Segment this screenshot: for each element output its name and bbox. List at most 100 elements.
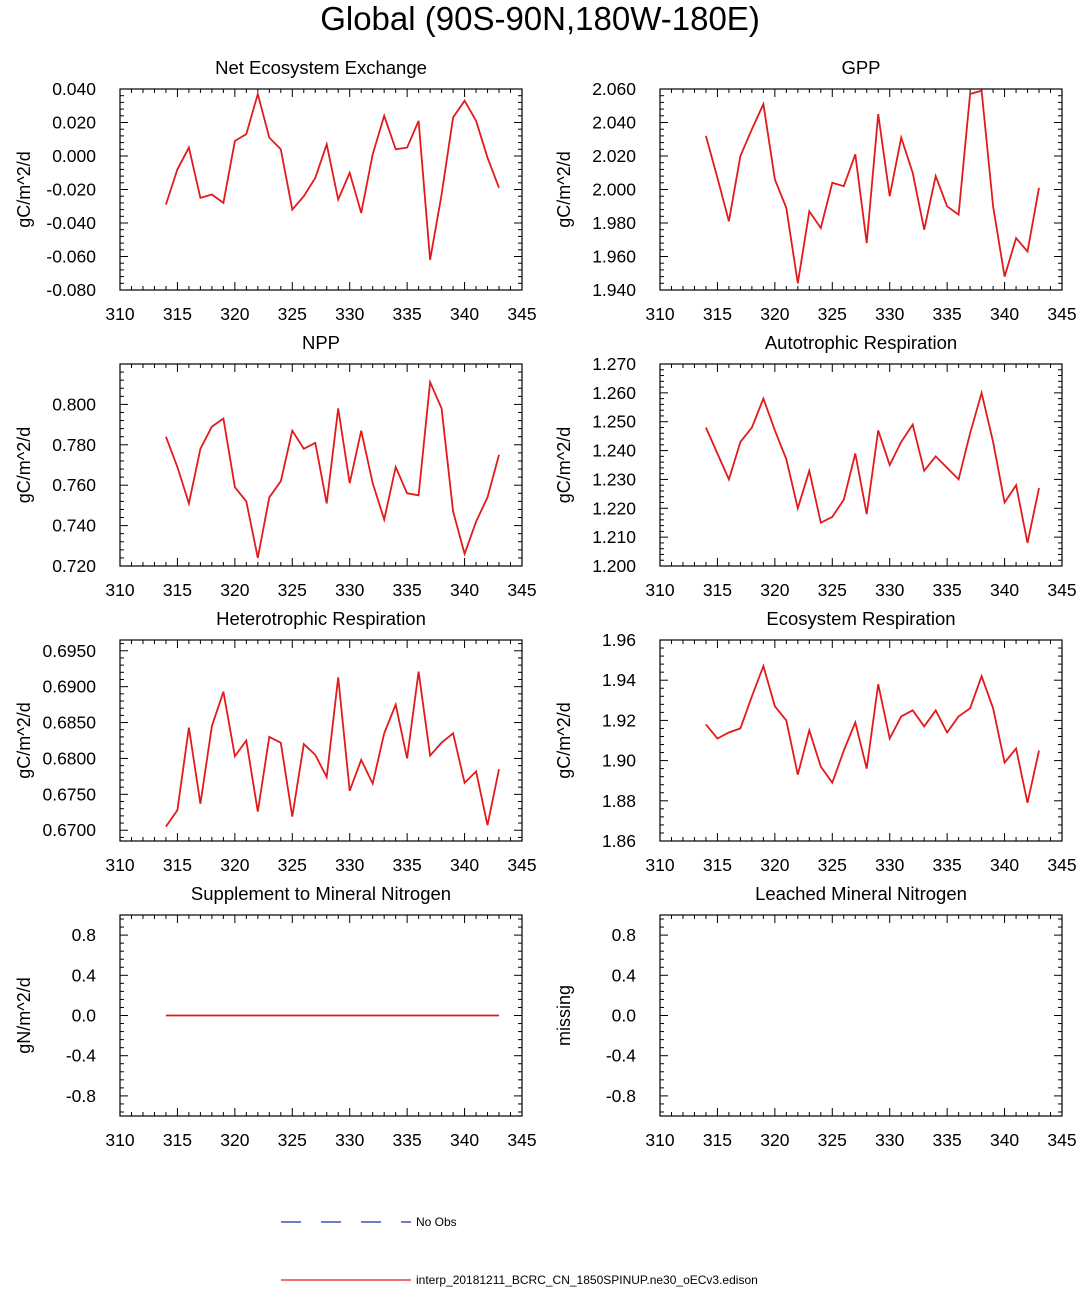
x-tick-label: 310 (645, 580, 674, 600)
x-tick-label: 340 (450, 855, 479, 875)
x-tick-label: 325 (818, 855, 847, 875)
series-line (705, 389, 1040, 544)
x-tick-label: 320 (760, 1130, 789, 1150)
x-tick-label: 345 (1047, 855, 1076, 875)
y-tick-label: 0.0 (72, 1006, 97, 1026)
x-tick-label: 315 (163, 855, 192, 875)
x-tick-label: 345 (1047, 304, 1076, 324)
y-tick-label: 0.4 (72, 965, 97, 985)
x-tick-label: 345 (1047, 1130, 1076, 1150)
x-tick-label: 310 (105, 304, 134, 324)
x-tick-label: 330 (335, 855, 364, 875)
panel-autotrophic-respiration: Autotrophic Respiration gC/m^2/d 310 315 320… (554, 332, 1077, 600)
y-tick-label: 0.8 (612, 925, 636, 945)
panel-title: Leached Mineral Nitrogen (755, 883, 967, 904)
y-tick-label: 0.740 (52, 516, 96, 536)
plot-frame (119, 88, 523, 291)
y-tick-label: 1.88 (602, 791, 636, 811)
y-tick-label: 0.720 (52, 556, 96, 576)
y-tick-label: 0.4 (612, 965, 637, 985)
y-axis-label: gC/m^2/d (554, 702, 574, 778)
y-tick-label: 0.6700 (42, 820, 96, 840)
plot-frame (119, 639, 523, 842)
x-tick-label: 315 (163, 580, 192, 600)
chart-grid: Net Ecosystem Exchange gC/m^2/d 310 315 320 3… (14, 57, 1077, 1150)
y-axis-label: gC/m^2/d (14, 151, 34, 227)
y-tick-label: -0.040 (46, 213, 96, 233)
legend-label-no-obs: No Obs (416, 1215, 457, 1229)
y-tick-label: -0.060 (46, 247, 96, 267)
y-tick-label: 1.230 (592, 469, 636, 489)
x-tick-label: 330 (335, 580, 364, 600)
series-line (705, 89, 1040, 284)
y-tick-label: 1.96 (602, 630, 636, 650)
x-tick-label: 335 (393, 304, 422, 324)
y-tick-label: 0.6950 (42, 641, 96, 661)
y-tick-label: 1.210 (592, 527, 636, 547)
plot-frame (659, 363, 1063, 567)
x-tick-label: 315 (703, 304, 732, 324)
y-tick-label: 0.6900 (42, 677, 96, 697)
x-tick-label: 345 (1047, 580, 1076, 600)
panel-npp: NPP gC/m^2/d 310 315 320 325 330 335 340 345 0.720… (14, 332, 537, 600)
panel-title: Heterotrophic Respiration (216, 608, 426, 629)
panel-title: Supplement to Mineral Nitrogen (191, 883, 451, 904)
y-tick-label: 1.200 (592, 556, 636, 576)
x-tick-label: 325 (818, 580, 847, 600)
y-tick-label: 0.6850 (42, 713, 96, 733)
x-tick-label: 325 (818, 304, 847, 324)
x-tick-label: 330 (875, 855, 904, 875)
plot-frame (659, 88, 1063, 291)
y-tick-label: 2.040 (592, 113, 636, 133)
y-tick-label: 1.270 (592, 354, 636, 374)
panel-title: NPP (302, 332, 340, 353)
legend: No Obs interp_20181211_BCRC_CN_1850SPINU… (281, 1215, 758, 1287)
y-axis-label: gC/m^2/d (14, 427, 34, 503)
y-axis-label: missing (554, 985, 574, 1046)
y-tick-label: -0.020 (46, 180, 96, 200)
y-tick-label: 0.020 (52, 113, 96, 133)
y-tick-label: 1.92 (602, 710, 636, 730)
y-tick-label: -0.4 (606, 1046, 636, 1066)
plot-frame (659, 914, 1063, 1117)
x-tick-label: 320 (760, 580, 789, 600)
x-tick-label: 315 (703, 580, 732, 600)
x-tick-label: 320 (220, 304, 249, 324)
panel-title: Ecosystem Respiration (766, 608, 955, 629)
y-tick-label: 0.0 (612, 1006, 637, 1026)
y-tick-label: -0.4 (66, 1046, 96, 1066)
y-tick-label: 0.800 (52, 394, 96, 414)
series-line (705, 663, 1040, 803)
panel-gpp: GPP gC/m^2/d 310 315 320 325 330 335 340 345 1.940… (554, 57, 1077, 324)
y-tick-label: 0.8 (72, 925, 96, 945)
page-title: Global (90S-90N,180W-180E) (320, 0, 760, 37)
x-tick-label: 320 (220, 1130, 249, 1150)
x-tick-label: 310 (645, 1130, 674, 1150)
x-tick-label: 335 (933, 1130, 962, 1150)
plot-frame (119, 363, 523, 567)
plot-frame (119, 914, 523, 1117)
x-tick-label: 340 (990, 855, 1019, 875)
x-tick-label: 315 (703, 855, 732, 875)
panel-title: Autotrophic Respiration (765, 332, 957, 353)
y-tick-label: 0.6750 (42, 784, 96, 804)
panel-title: GPP (841, 57, 880, 78)
x-tick-label: 320 (760, 304, 789, 324)
y-tick-label: 2.000 (592, 180, 636, 200)
series-line (165, 378, 500, 559)
plot-frame (659, 639, 1063, 842)
x-tick-label: 335 (933, 304, 962, 324)
y-tick-label: 1.980 (592, 213, 636, 233)
x-tick-label: 335 (393, 1130, 422, 1150)
x-tick-label: 315 (703, 1130, 732, 1150)
y-tick-label: -0.080 (46, 280, 96, 300)
x-tick-label: 340 (990, 580, 1019, 600)
y-tick-label: 0.6800 (42, 748, 96, 768)
y-tick-label: 1.250 (592, 412, 636, 432)
x-tick-label: 335 (393, 855, 422, 875)
y-tick-label: 1.960 (592, 247, 636, 267)
x-tick-label: 340 (990, 1130, 1019, 1150)
x-tick-label: 315 (163, 304, 192, 324)
x-tick-label: 310 (645, 304, 674, 324)
